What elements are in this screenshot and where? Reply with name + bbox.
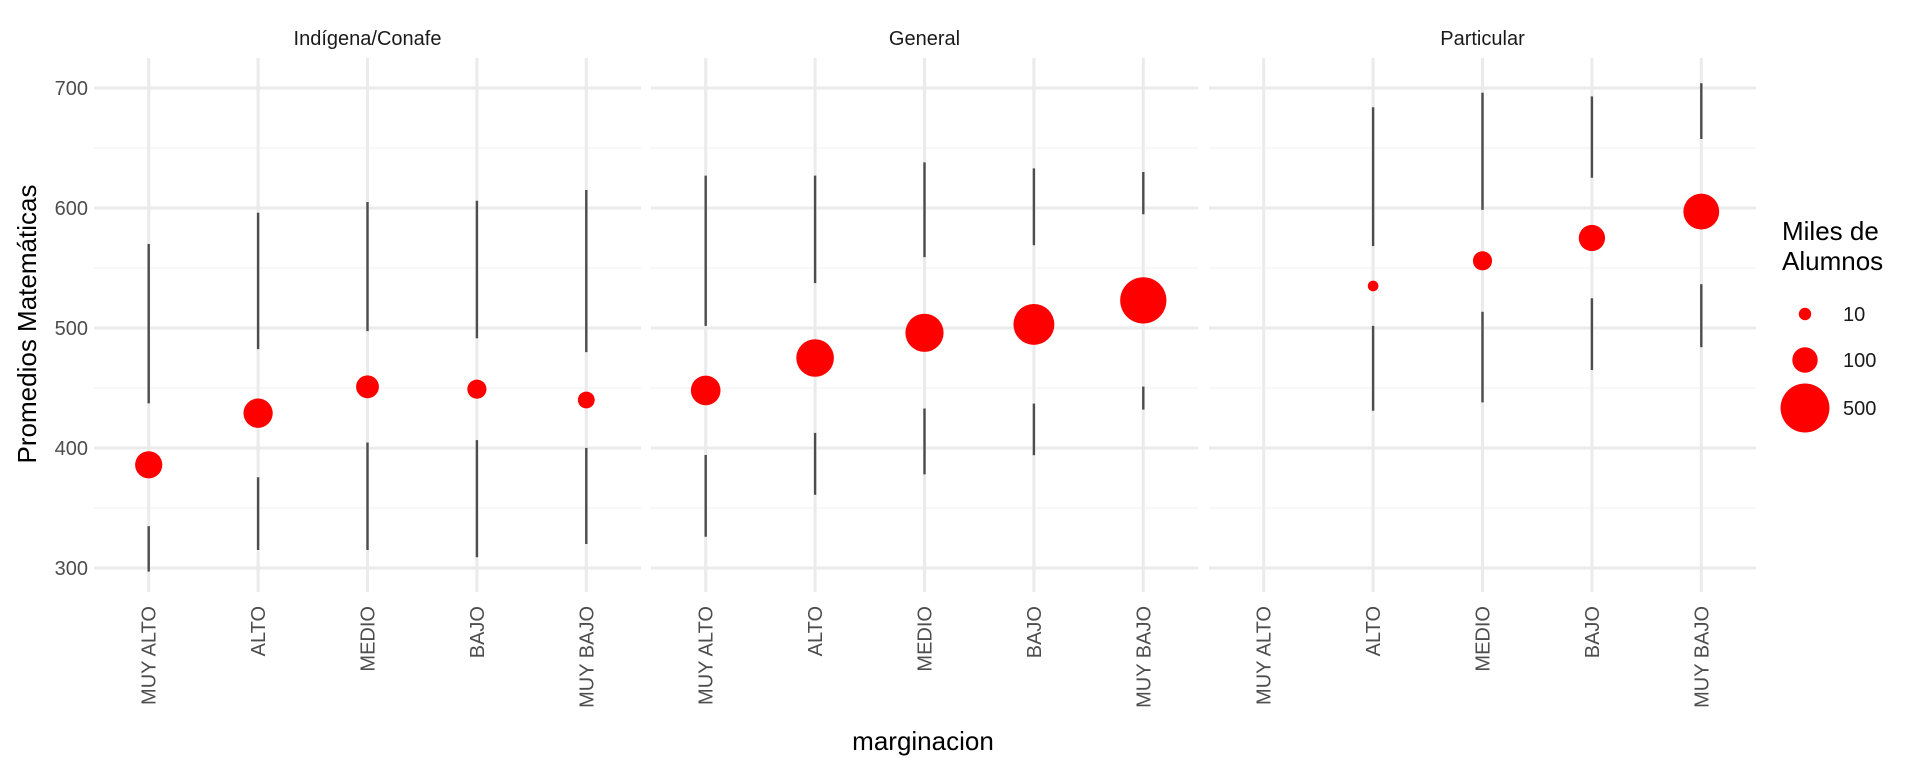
y-tick-label: 400	[55, 438, 88, 460]
legend-label: 10	[1843, 304, 1865, 326]
x-tick-label: MUY BAJO	[1133, 606, 1155, 708]
y-tick-label: 700	[55, 78, 88, 100]
x-tick-label: ALTO	[248, 606, 270, 656]
y-axis-title: Promedios Matemáticas	[12, 185, 42, 464]
legend-label: 500	[1843, 398, 1876, 420]
mean-point	[1472, 251, 1493, 271]
x-tick-label: MEDIO	[358, 606, 380, 672]
x-tick-label: MUY ALTO	[696, 606, 718, 705]
panels: Indígena/Conafe MUY ALTO ALTO MEDIO BAJO MUY …	[94, 28, 1756, 708]
mean-point	[796, 339, 834, 377]
x-tick-label: ALTO	[1363, 606, 1385, 656]
facet-strip-label: General	[889, 28, 960, 50]
mean-point	[135, 451, 163, 479]
mean-point	[1683, 193, 1720, 230]
legend-title: Miles de	[1782, 216, 1879, 246]
mean-point	[690, 375, 721, 406]
x-tick-label: MUY BAJO	[1691, 606, 1713, 708]
y-tick-label: 600	[55, 198, 88, 220]
legend-label: 100	[1843, 350, 1876, 372]
mean-point	[1013, 303, 1055, 345]
mean-point	[1578, 224, 1606, 252]
mean-point	[467, 379, 487, 399]
legend-size-point	[1792, 347, 1818, 373]
mean-point	[243, 398, 273, 428]
y-tick-label: 300	[55, 558, 88, 580]
x-tick-label: MUY ALTO	[1254, 606, 1276, 705]
facet-strip-label: Particular	[1440, 28, 1525, 50]
mean-point	[905, 313, 944, 352]
x-tick-label: MUY ALTO	[139, 606, 161, 705]
mean-point	[1367, 280, 1379, 292]
facet-panel: Indígena/Conafe MUY ALTO ALTO MEDIO BAJO MUY …	[94, 28, 641, 708]
legend-size-point	[1798, 307, 1812, 321]
x-tick-label: BAJO	[1024, 606, 1046, 658]
y-axis: 300 400 500 600 700	[55, 78, 88, 580]
facet-panel: General MUY ALTO ALTO MEDIO BAJO MUY BAJO	[651, 28, 1198, 708]
x-tick-label: BAJO	[1582, 606, 1604, 658]
x-tick-label: MEDIO	[1473, 606, 1495, 672]
mean-point	[1120, 277, 1167, 324]
y-tick-label: 500	[55, 318, 88, 340]
x-axis-title: marginacion	[852, 726, 994, 756]
legend-size-point	[1780, 383, 1830, 433]
x-tick-label: BAJO	[467, 606, 489, 658]
mean-point	[577, 391, 595, 409]
mean-point	[356, 375, 379, 399]
legend-title: Alumnos	[1782, 246, 1883, 276]
x-tick-label: ALTO	[805, 606, 827, 656]
x-tick-label: MEDIO	[915, 606, 937, 672]
x-tick-label: MUY BAJO	[576, 606, 598, 708]
facet-panel: Particular MUY ALTO ALTO MEDIO BAJO MUY BAJO	[1209, 28, 1756, 708]
facet-strip-label: Indígena/Conafe	[294, 28, 442, 50]
